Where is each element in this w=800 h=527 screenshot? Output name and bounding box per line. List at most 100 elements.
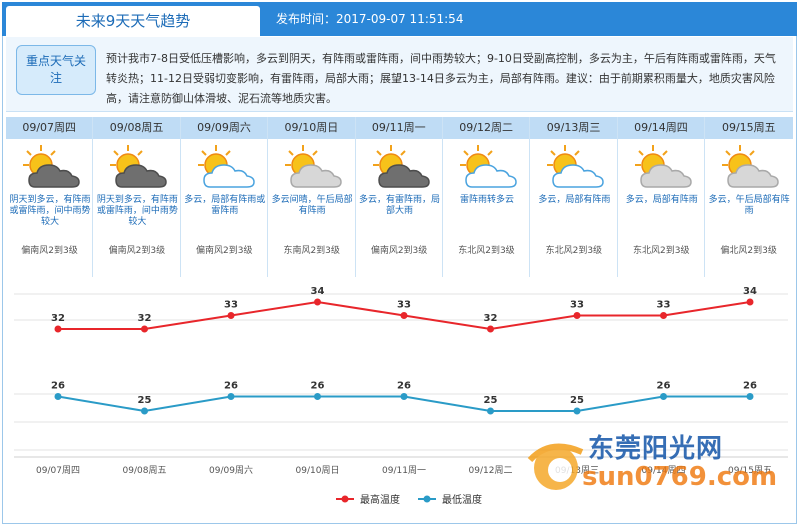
- data-label: 34: [743, 286, 757, 297]
- day-description: 雷阵雨转多云: [459, 195, 514, 205]
- data-point: [227, 312, 235, 319]
- data-point: [660, 312, 667, 319]
- sun-white-cloud-icon: [196, 143, 258, 193]
- watermark-brand: 东莞阳光网: [588, 434, 724, 464]
- sun-dark-cloud-icon: [108, 143, 170, 193]
- legend-label: 最低温度: [442, 493, 482, 506]
- day-card: 09/07周四阴天到多云，有阵雨或雷阵雨，间中雨势较大偏南风2到3级: [6, 117, 94, 277]
- summary-section: 重点天气关注 预计我市7-8日受低压槽影响，多云到阴天，有阵雨或雷阵雨，间中雨势…: [6, 37, 793, 112]
- data-label: 25: [570, 395, 584, 406]
- day-date: 09/07周四: [6, 117, 93, 139]
- day-wind: 东北风2到3级: [458, 246, 515, 256]
- day-description: 多云间晴，午后局部有阵雨: [271, 195, 353, 216]
- x-tick-label: 09/08周五: [123, 465, 167, 476]
- summary-badge: 重点天气关注: [16, 45, 96, 95]
- day-card: 09/15周五 多云，午后局部有阵雨偏北风2到3级: [705, 117, 793, 277]
- legend-swatch-dot: [341, 495, 349, 503]
- sun-grey-cloud-icon: [633, 143, 695, 193]
- day-card: 09/08周五阴天到多云，有阵雨或雷阵雨，间中雨势较大偏南风2到3级: [93, 117, 181, 277]
- data-label: 32: [484, 313, 498, 324]
- data-label: 25: [138, 395, 152, 406]
- data-label: 25: [484, 395, 498, 406]
- data-point: [573, 312, 581, 319]
- day-date: 09/11周一: [355, 117, 442, 139]
- day-card: 09/11周一 多云，有雷阵雨，局部大雨偏南风2到3级: [355, 117, 443, 277]
- legend-swatch-dot: [423, 495, 431, 503]
- day-card: 09/13周三多云，局部有阵雨 东北风2到3级: [530, 117, 618, 277]
- temperature-chart-svg: 32 32 33 34 33 32 33 33 34 26 25 26 26 26 25 25 26 26 09/0…: [14, 286, 788, 506]
- data-label: 34: [311, 286, 325, 297]
- data-point: [400, 393, 408, 400]
- day-date: 09/14周四: [617, 117, 705, 139]
- legend-label: 最高温度: [360, 493, 400, 506]
- day-wind: 东北风2到3级: [545, 246, 603, 256]
- day-wind: 东南风2到3级: [283, 246, 340, 256]
- data-point: [314, 298, 321, 306]
- x-tick-label: 09/09周六: [209, 464, 253, 476]
- sun-grey-cloud-icon: [720, 143, 782, 193]
- x-tick-label: 09/15周五: [728, 465, 772, 476]
- day-description: 阴天到多云，有阵雨或雷阵雨，间中雨势较大: [96, 195, 178, 227]
- data-label: 26: [397, 381, 411, 392]
- data-label: 26: [51, 381, 65, 392]
- summary-text: 预计我市7-8日受低压槽影响，多云到阴天，有阵雨或雷阵雨，间中雨势较大；9-10…: [106, 52, 776, 105]
- watermark-url: sun0769.com: [582, 462, 778, 492]
- day-card: 09/09周六 多云，局部有阵雨或雷阵雨偏南风2到3级: [180, 117, 269, 277]
- day-description: 阴天到多云，有阵雨或雷阵雨，间中雨势较大: [9, 195, 91, 227]
- x-tick-label: 09/07周四: [36, 465, 80, 476]
- data-label: 26: [657, 381, 671, 392]
- sun-grey-cloud-icon: [283, 143, 345, 193]
- sun-dark-cloud-icon: [21, 143, 83, 193]
- data-label: 26: [311, 381, 325, 392]
- daily-forecast-row: 09/07周四 阴天到多云，有阵雨或雷阵雨，间中雨势较大 偏南风2到3级 09/08周…: [6, 117, 793, 277]
- data-label: 33: [224, 300, 238, 311]
- day-date: 09/08周五: [93, 117, 180, 139]
- sun-dark-cloud-icon: [371, 143, 433, 193]
- x-tick-label: 09/11周一: [382, 465, 426, 476]
- sun-logo-icon: [527, 443, 584, 490]
- day-description: 多云，有雷阵雨，局部大雨: [359, 195, 441, 216]
- x-tick-label: 09/10周日: [296, 465, 340, 476]
- data-label: 33: [397, 300, 411, 311]
- data-label: 32: [51, 313, 65, 324]
- day-description: 多云，局部有阵雨: [625, 195, 698, 205]
- temperature-chart: 32 32 33 34 33 32 33 33 34 26 25 26 26 26 25 25 26 26 09/0…: [6, 282, 793, 518]
- data-point: [141, 325, 148, 333]
- data-point: [660, 393, 667, 400]
- day-wind: 偏南风2到3级: [108, 246, 166, 256]
- data-point: [54, 325, 62, 333]
- data-point: [746, 298, 754, 306]
- day-description: 多云，午后局部有阵雨: [708, 195, 790, 216]
- day-description: 多云，局部有阵雨或雷阵雨: [184, 195, 266, 216]
- day-card: 09/14周四多云，局部有阵雨 东北风2到3级: [617, 117, 706, 277]
- day-card: 09/10周日 多云间晴，午后局部有阵雨东南风2到3级: [268, 117, 356, 277]
- page-title: 未来9天天气趋势: [6, 6, 260, 36]
- data-point: [54, 393, 62, 400]
- x-tick-label: 09/14周四: [642, 465, 686, 476]
- data-point: [400, 312, 408, 319]
- data-point: [746, 393, 754, 400]
- data-point: [314, 393, 321, 400]
- day-wind: 偏北风2到3级: [720, 246, 777, 256]
- x-tick-label: 09/12周二: [469, 465, 513, 476]
- day-date: 09/09周六: [180, 117, 268, 139]
- day-date: 09/12周二: [442, 117, 530, 139]
- day-date: 09/15周五: [705, 117, 793, 139]
- sun0769-watermark: 东莞阳光网 sun0769.com: [520, 424, 790, 504]
- data-point: [487, 325, 494, 333]
- data-label: 26: [743, 381, 757, 392]
- day-wind: 偏南风2到3级: [21, 246, 78, 256]
- day-wind: 偏南风2到3级: [370, 246, 428, 256]
- data-point: [141, 407, 148, 415]
- day-wind: 东北风2到3级: [633, 246, 690, 256]
- day-date: 09/13周三: [530, 117, 617, 139]
- data-label: 33: [657, 300, 671, 311]
- sun-white-cloud-icon: [545, 143, 607, 193]
- data-point: [573, 407, 581, 415]
- data-point: [487, 407, 494, 415]
- day-description: 多云，局部有阵雨: [538, 195, 611, 205]
- day-date: 09/10周日: [268, 117, 355, 139]
- day-wind: 偏南风2到3级: [196, 246, 253, 256]
- data-label: 33: [570, 300, 584, 311]
- publish-time: 发布时间：2017-09-07 11:51:54: [276, 12, 464, 26]
